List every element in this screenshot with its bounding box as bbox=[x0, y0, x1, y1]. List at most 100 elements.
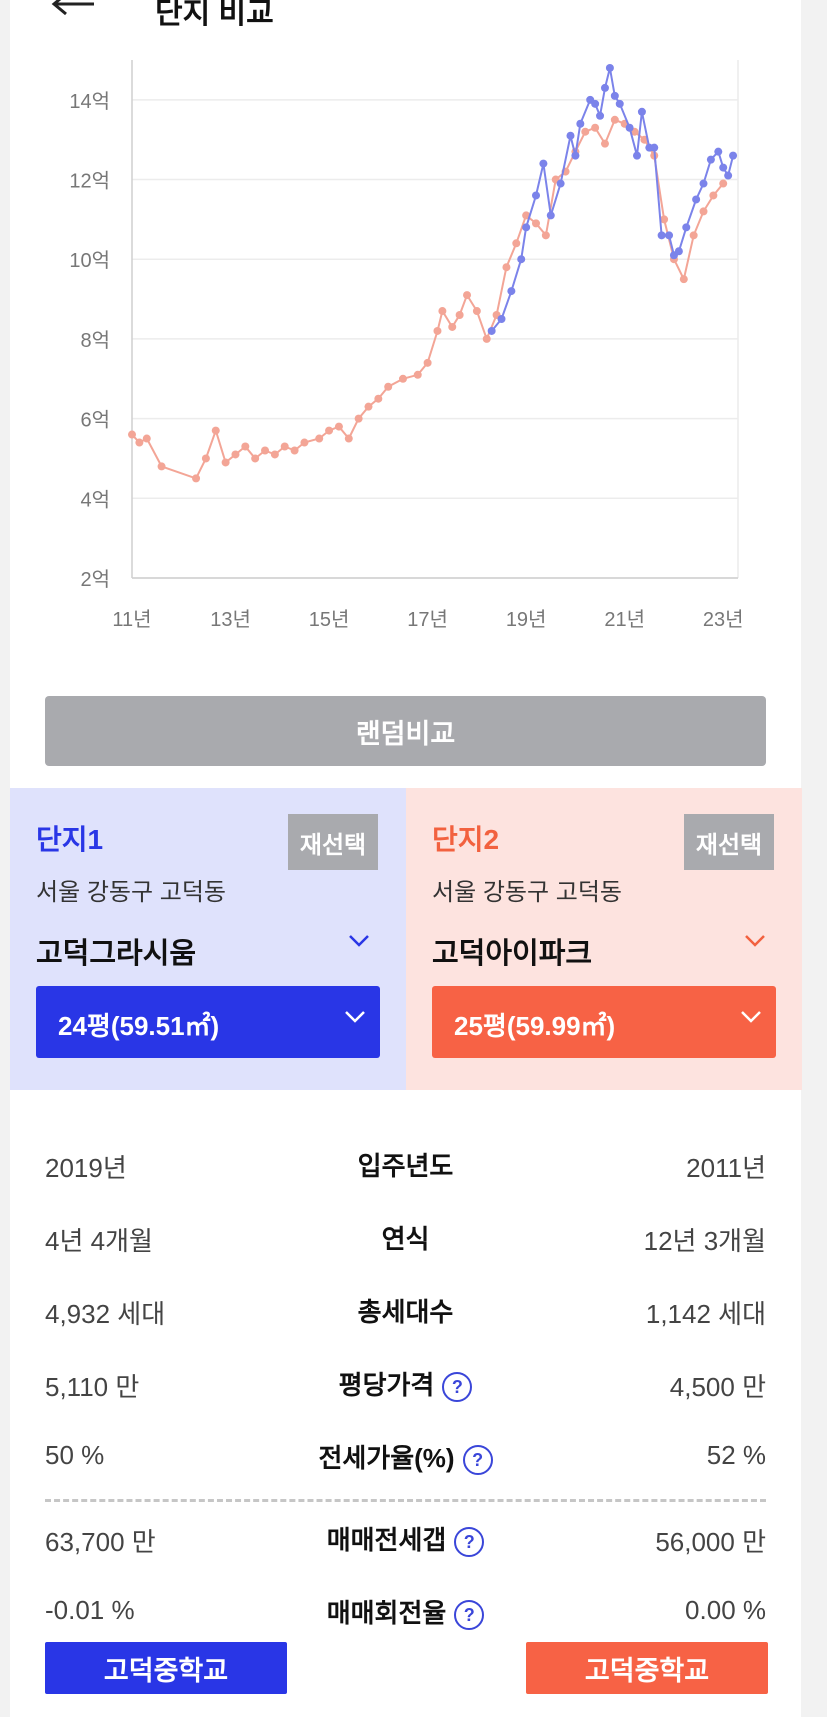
complex-2-panel: 단지2 재선택 서울 강동구 고덕동 고덕아이파크 25평(59.99㎡) bbox=[406, 788, 802, 1090]
complex-2-size-select[interactable]: 25평(59.99㎡) bbox=[432, 986, 776, 1058]
back-button[interactable] bbox=[50, 0, 100, 22]
data-point bbox=[512, 239, 521, 248]
data-point bbox=[571, 151, 580, 160]
random-compare-button[interactable]: 랜덤비교 bbox=[45, 696, 766, 766]
chevron-down-icon bbox=[741, 1011, 761, 1023]
data-point bbox=[679, 275, 688, 284]
row-label: 총세대수 bbox=[45, 1292, 766, 1329]
data-point bbox=[581, 127, 590, 136]
data-point bbox=[633, 151, 641, 160]
row-label: 매매전세갭? bbox=[45, 1520, 766, 1558]
x-tick-label: 23년 bbox=[703, 608, 744, 631]
y-tick-label: 4억 bbox=[80, 488, 110, 511]
help-icon[interactable]: ? bbox=[442, 1372, 473, 1403]
chevron-down-icon bbox=[345, 1011, 365, 1023]
page-edge-right bbox=[801, 0, 827, 1717]
row-label-text: 입주년도 bbox=[357, 1151, 454, 1181]
data-point bbox=[300, 438, 309, 447]
complex-1-panel: 단지1 재선택 서울 강동구 고덕동 고덕그라시움 24평(59.51㎡) bbox=[10, 788, 406, 1090]
data-point bbox=[280, 442, 289, 451]
price-chart-svg: 2억 4억 6억 8억 10억 12억 14억 11년 13년 15년 17년 19년 21년 23년 bbox=[69, 60, 744, 631]
data-point bbox=[674, 247, 683, 256]
x-tick-label: 15년 bbox=[309, 608, 350, 631]
data-point bbox=[660, 215, 669, 224]
complex-1-value: 50 % bbox=[45, 1440, 105, 1470]
row-label: 입주년도 bbox=[45, 1146, 766, 1183]
data-point bbox=[192, 474, 201, 483]
row-age: 4년 4개월 연식 12년 3개월 bbox=[45, 1203, 766, 1276]
data-point bbox=[576, 119, 585, 128]
row-label: 매매회전율? bbox=[45, 1593, 766, 1631]
y-tick-label: 14억 bbox=[69, 90, 110, 113]
complex-2-reselect-button[interactable]: 재선택 bbox=[684, 814, 774, 870]
data-point bbox=[532, 219, 540, 228]
data-point bbox=[482, 334, 491, 343]
complex-1-name-select[interactable]: 고덕그라시움 bbox=[36, 926, 376, 970]
data-point bbox=[692, 195, 701, 204]
complex-1-value: 5,110 만 bbox=[45, 1372, 140, 1402]
complex-1-school-button[interactable]: 고덕중학교 bbox=[45, 1642, 287, 1694]
comparison-table: 2019년 입주년도 2011년 4년 4개월 연식 12년 3개월 4,932… bbox=[45, 1130, 766, 1650]
data-point bbox=[689, 231, 698, 240]
data-point bbox=[472, 307, 481, 316]
data-point bbox=[517, 255, 526, 264]
data-point bbox=[325, 426, 334, 435]
help-icon[interactable]: ? bbox=[454, 1527, 485, 1558]
arrow-left-icon bbox=[51, 0, 94, 16]
data-point bbox=[665, 231, 674, 240]
row-sale-jeonse-gap: 63,700 만 매매전세갭? 56,000 만 bbox=[45, 1504, 766, 1577]
complex-2-name: 고덕아이파크 bbox=[432, 938, 593, 970]
complex-1-value: 4년 4개월 bbox=[45, 1226, 153, 1256]
data-point bbox=[221, 458, 230, 467]
complex-1-name: 고덕그라시움 bbox=[36, 938, 197, 970]
complex-1-size-select[interactable]: 24평(59.51㎡) bbox=[36, 986, 380, 1058]
data-point bbox=[201, 454, 210, 463]
y-tick-label: 8억 bbox=[80, 329, 110, 352]
complex-2-name-select[interactable]: 고덕아이파크 bbox=[432, 926, 772, 970]
data-point bbox=[724, 171, 733, 180]
x-tick-label: 21년 bbox=[604, 608, 645, 631]
complex-1-reselect-button[interactable]: 재선택 bbox=[288, 814, 378, 870]
data-point bbox=[354, 414, 363, 423]
help-icon[interactable]: ? bbox=[462, 1445, 493, 1476]
data-point bbox=[241, 442, 250, 451]
data-point bbox=[398, 374, 407, 383]
complex-1-value: -0.01 % bbox=[45, 1595, 135, 1625]
data-point bbox=[637, 107, 646, 116]
row-label-text: 매매회전율 bbox=[326, 1598, 447, 1628]
complex-2-region: 서울 강동구 고덕동 bbox=[432, 879, 622, 906]
data-point bbox=[625, 123, 634, 132]
data-point bbox=[211, 426, 220, 435]
data-point bbox=[566, 131, 575, 140]
y-tick-label: 6억 bbox=[80, 409, 110, 432]
data-point bbox=[374, 394, 383, 403]
y-tick-label: 10억 bbox=[69, 249, 110, 272]
data-point bbox=[448, 322, 457, 331]
help-icon[interactable]: ? bbox=[454, 1600, 485, 1631]
row-label-text: 전세가율(%) bbox=[318, 1443, 455, 1473]
x-tick-label: 19년 bbox=[506, 608, 547, 631]
y-tick-label: 2억 bbox=[80, 568, 110, 591]
chevron-down-icon bbox=[745, 935, 765, 947]
data-point bbox=[699, 207, 708, 216]
complex-2-value: 2011년 bbox=[686, 1153, 766, 1183]
data-point bbox=[135, 438, 144, 447]
y-tick-label: 12억 bbox=[69, 170, 110, 193]
complex-2-value: 52 % bbox=[706, 1440, 766, 1470]
page-edge-left bbox=[0, 0, 10, 1717]
data-point bbox=[315, 434, 324, 443]
data-point bbox=[334, 422, 343, 431]
data-point bbox=[591, 123, 600, 132]
data-point bbox=[507, 287, 516, 296]
row-label-text: 연식 bbox=[381, 1224, 430, 1254]
complex-1-title: 단지1 bbox=[36, 824, 104, 855]
data-point bbox=[699, 179, 708, 188]
data-point bbox=[384, 382, 393, 391]
data-point bbox=[290, 446, 299, 455]
complex-1-size: 24평(59.51㎡) bbox=[58, 1011, 220, 1041]
complex-1-region: 서울 강동구 고덕동 bbox=[36, 879, 226, 906]
complex-2-school-button[interactable]: 고덕중학교 bbox=[526, 1642, 768, 1694]
data-point bbox=[463, 291, 472, 300]
complex-2-value: 4,500 만 bbox=[669, 1372, 766, 1402]
data-point bbox=[596, 111, 605, 120]
